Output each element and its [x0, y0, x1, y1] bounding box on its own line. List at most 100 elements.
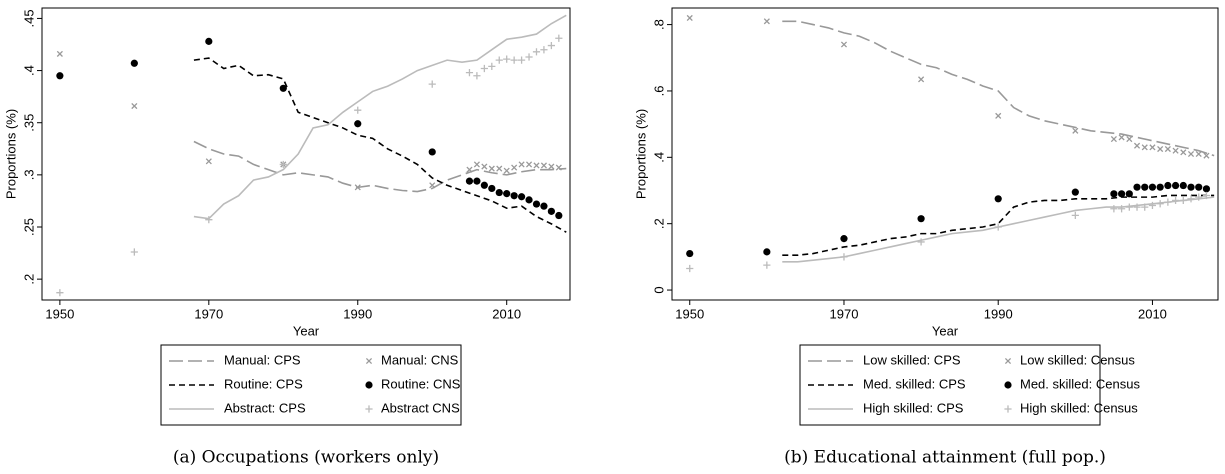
point: [1157, 145, 1164, 153]
legend-label: Routine: CPS: [224, 376, 303, 391]
point: [518, 161, 525, 168]
x-tick-label: 2010: [1138, 306, 1167, 321]
point: [279, 84, 287, 92]
point: [525, 196, 533, 204]
point: [686, 264, 694, 273]
y-tick-label: .4: [651, 152, 666, 163]
point: [473, 161, 480, 168]
point: [466, 166, 473, 173]
legend-label: Manual: CPS: [224, 352, 301, 367]
point: [205, 37, 213, 45]
x-tick-label: 1970: [830, 306, 859, 321]
legend-symbol: [365, 357, 373, 365]
point: [56, 72, 64, 80]
point: [495, 56, 503, 64]
point: [503, 55, 511, 63]
point: [517, 193, 526, 201]
y-tick-label: .8: [651, 19, 666, 30]
point: [1179, 181, 1187, 190]
x-tick-label: 1990: [984, 306, 1013, 321]
point: [1164, 145, 1171, 153]
legend-label: Med. skilled: CPS: [863, 376, 966, 391]
point: [496, 165, 503, 172]
point: [354, 120, 362, 128]
point: [1195, 183, 1203, 191]
point: [1148, 183, 1157, 191]
point: [428, 148, 436, 156]
x-axis-label: Year: [293, 323, 320, 338]
point: [517, 56, 526, 64]
point: [1118, 190, 1126, 198]
legend-label: Abstract: CPS: [224, 400, 306, 415]
point: [525, 53, 533, 61]
point: [510, 192, 518, 200]
point: [1195, 150, 1202, 158]
point: [1164, 181, 1172, 190]
point: [1071, 188, 1079, 196]
point: [481, 163, 488, 170]
caption: (b) Educational attainment (full pop.): [784, 448, 1106, 468]
point: [555, 164, 562, 171]
point: [1187, 150, 1195, 158]
point: [540, 202, 548, 210]
series-line: [193, 57, 567, 233]
y-tick-label: .45: [21, 9, 36, 27]
point: [503, 190, 511, 198]
point: [840, 253, 848, 261]
legend-label: High skilled: Census: [1020, 400, 1138, 415]
point: [1110, 190, 1118, 198]
point: [1187, 183, 1195, 191]
point: [1149, 144, 1156, 151]
point: [918, 76, 925, 83]
point: [1141, 203, 1149, 211]
point: [1171, 181, 1180, 190]
x-tick-label: 1990: [343, 306, 372, 321]
point: [1202, 185, 1211, 193]
point: [840, 41, 848, 48]
point: [130, 59, 138, 67]
point: [1179, 196, 1187, 205]
point: [540, 162, 547, 169]
point: [1164, 198, 1172, 206]
point: [1141, 144, 1148, 151]
point: [1118, 134, 1125, 141]
y-tick-label: .25: [21, 218, 36, 236]
point: [488, 165, 495, 172]
point: [1148, 201, 1157, 210]
point: [1071, 211, 1079, 219]
point: [1141, 183, 1149, 191]
legend-symbol: [1004, 405, 1012, 413]
plot-frame: [671, 7, 1219, 301]
y-tick-label: .2: [21, 274, 36, 285]
y-tick-label: .4: [21, 65, 36, 76]
point: [533, 162, 540, 169]
point: [511, 164, 518, 171]
point: [994, 223, 1002, 231]
point: [473, 177, 481, 185]
point: [1125, 203, 1133, 211]
legend-label: Low skilled: CPS: [863, 352, 961, 367]
point: [205, 158, 212, 165]
point: [56, 289, 64, 297]
point: [547, 207, 555, 215]
point: [995, 112, 1002, 119]
point: [1156, 200, 1164, 208]
point: [763, 261, 771, 269]
y-tick-label: 0: [651, 286, 666, 293]
point: [555, 211, 563, 220]
y-tick-label: .35: [21, 114, 36, 132]
point: [56, 50, 63, 57]
point: [279, 160, 287, 169]
point: [1133, 183, 1141, 191]
series-line: [193, 14, 567, 220]
point: [354, 184, 361, 191]
point: [1180, 149, 1187, 156]
point: [532, 200, 541, 208]
point: [480, 181, 488, 189]
point: [473, 72, 481, 80]
y-axis-label: Proportions (%): [3, 109, 18, 199]
point: [488, 184, 496, 193]
point: [510, 56, 518, 64]
legend-label: Low skilled: Census: [1020, 352, 1135, 367]
